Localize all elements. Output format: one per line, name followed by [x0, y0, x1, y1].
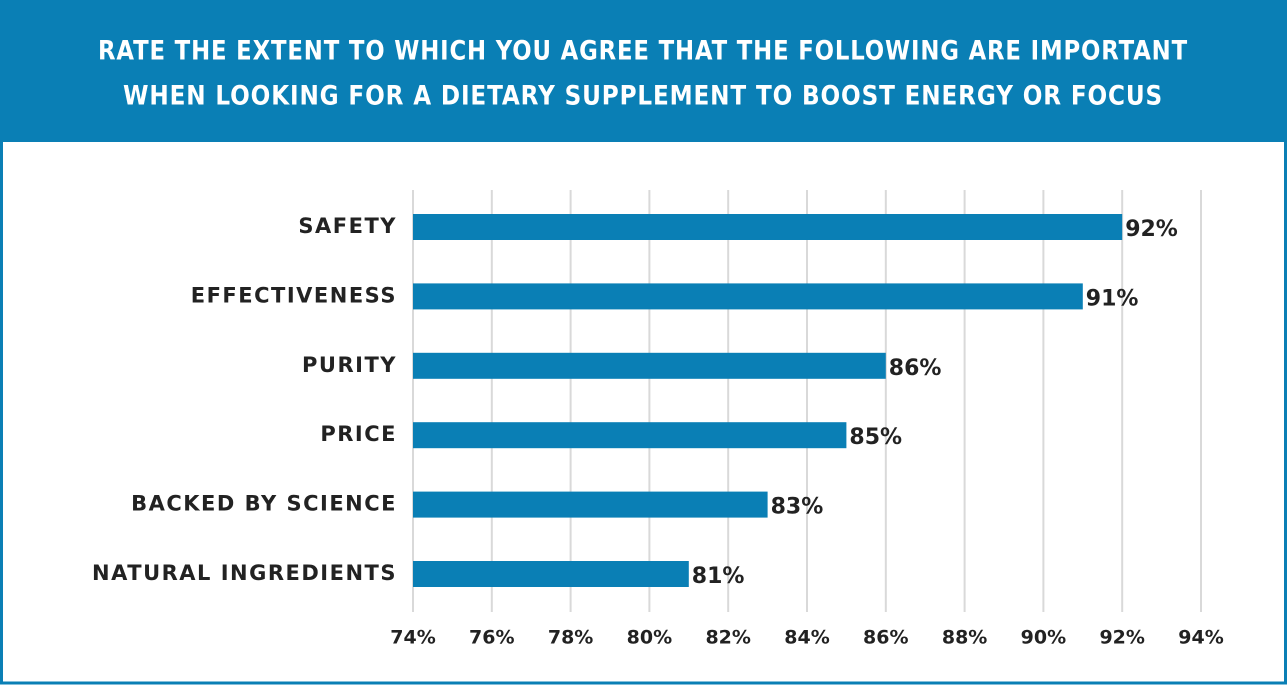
x-tick-label: 76% — [469, 627, 514, 649]
category-label: NATURAL INGREDIENTS — [92, 561, 397, 585]
x-tick-label: 80% — [627, 627, 672, 649]
x-tick-label: 92% — [1099, 627, 1144, 649]
bar — [413, 561, 689, 587]
category-label: EFFECTIVENESS — [191, 283, 397, 307]
bar — [413, 422, 847, 449]
value-label: 86% — [889, 356, 942, 381]
x-tick-label: 82% — [705, 627, 750, 649]
bar — [413, 352, 886, 379]
x-tick-label: 74% — [390, 627, 435, 649]
header-band — [0, 0, 1287, 142]
x-tick-label: 94% — [1178, 627, 1223, 649]
category-label: PURITY — [302, 353, 397, 377]
x-tick-label: 86% — [863, 627, 908, 649]
value-label: 85% — [849, 425, 902, 450]
x-tick-label: 90% — [1021, 627, 1066, 649]
category-label: PRICE — [320, 422, 397, 446]
category-label: BACKED BY SCIENCE — [131, 492, 397, 516]
bar — [413, 214, 1123, 240]
value-label: 92% — [1125, 217, 1178, 242]
chart-title: RATE THE EXTENT TO WHICH YOU AGREE THAT … — [98, 36, 1188, 67]
x-tick-label: 84% — [784, 627, 829, 649]
value-label: 83% — [771, 495, 824, 520]
x-tick-label: 78% — [548, 627, 593, 649]
chart-title: WHEN LOOKING FOR A DIETARY SUPPLEMENT TO… — [123, 81, 1163, 112]
bar — [413, 491, 768, 518]
x-tick-label: 88% — [942, 627, 987, 649]
value-label: 91% — [1086, 286, 1139, 311]
category-label: SAFETY — [298, 214, 397, 238]
value-label: 81% — [692, 564, 745, 589]
bar — [413, 283, 1083, 310]
frame — [0, 138, 1287, 685]
